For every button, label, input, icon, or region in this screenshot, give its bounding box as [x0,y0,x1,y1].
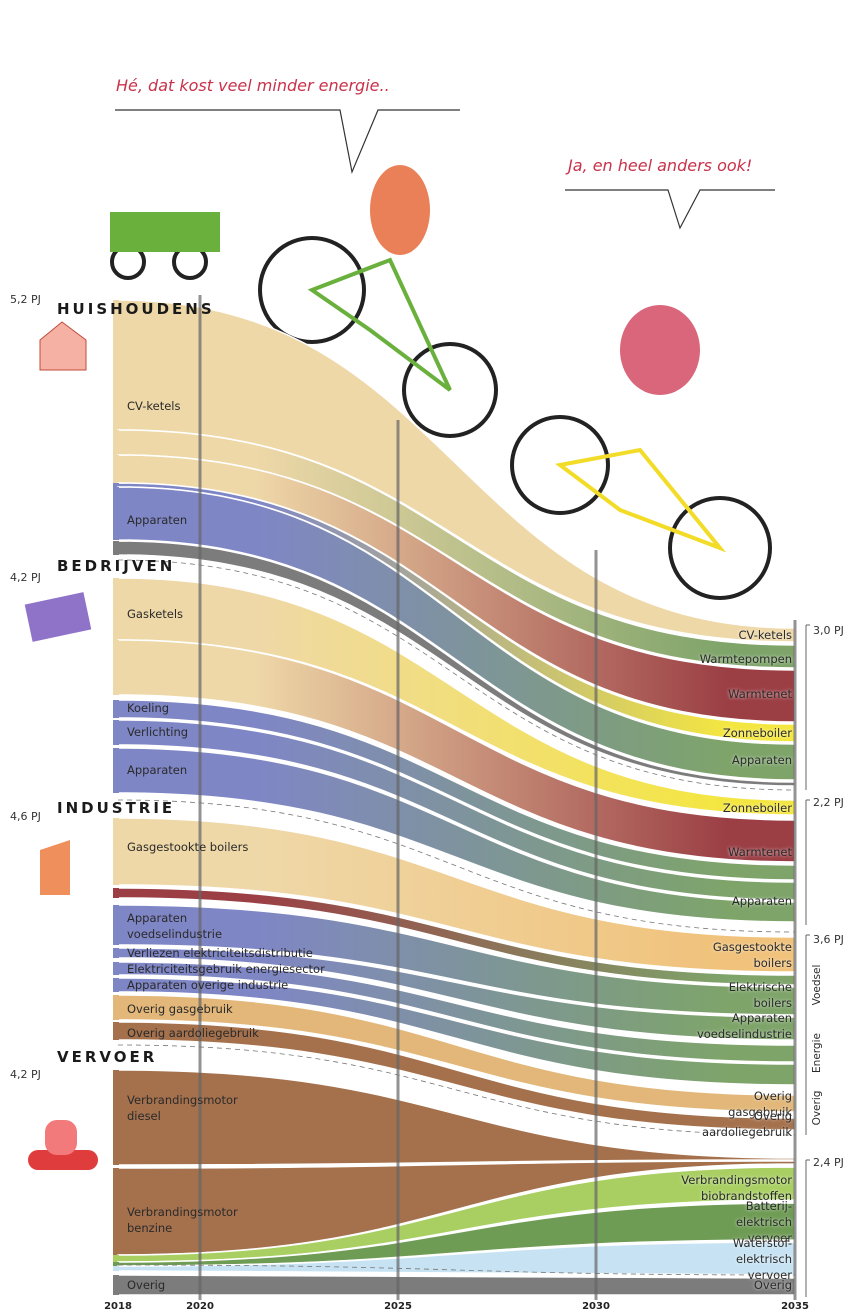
group-label: Voedsel [809,965,825,1006]
left-label: Verbrandingsmotor benzine [127,1204,238,1236]
left-stack-segment [113,818,119,885]
left-label: Koeling [127,700,169,716]
left-label: Overig gasgebruik [127,1001,233,1017]
year-label: 2035 [781,1299,809,1315]
right-label: Apparaten [732,893,792,909]
year-label: 2030 [582,1299,610,1315]
sector-title: BEDRIJVEN [57,558,175,574]
left-label: Overig [127,1277,165,1293]
left-label: Verbrandingsmotor diesel [127,1092,238,1124]
left-stack-segment [113,1275,119,1295]
total-bracket [806,800,810,925]
left-stack-segment [113,1168,119,1255]
flow-band [118,1275,795,1295]
left-label: Apparaten [127,512,187,528]
right-label: Overig [754,1277,792,1293]
left-stack-segment [113,700,119,718]
left-stack-segment [113,1070,119,1165]
total-bracket [806,625,810,790]
left-label: Verliezen elektriciteitsdistributie [127,945,313,961]
left-stack-segment [113,455,119,483]
left-label: Gasgestookte boilers [127,839,248,855]
start-total: 4,2 PJ [10,1067,41,1083]
left-label: Elektriciteitsgebruik energiesector [127,961,325,977]
group-label: Energie [809,1033,825,1073]
end-total: 3,0 PJ [813,623,844,639]
left-label: Verlichting [127,724,188,740]
left-stack-segment [113,1022,119,1040]
speech-text: Hé, dat kost veel minder energie.. [116,78,390,94]
left-stack-segment [113,541,119,555]
left-stack-segment [113,748,119,793]
left-stack-segment [113,578,119,640]
left-stack-segment [113,948,119,958]
speech-bubble [565,190,775,228]
left-stack-segment [113,720,119,745]
start-total: 4,6 PJ [10,809,41,825]
speech-text: Ja, en heel anders ook! [568,158,752,174]
left-stack-segment [113,1266,119,1271]
right-label: Gasgestookte boilers [713,939,792,971]
right-label: Warmtepompen [700,651,792,667]
left-label: Overig aardoliegebruik [127,1025,259,1041]
year-label: 2018 [104,1299,132,1315]
left-label: CV-ketels [127,398,180,414]
end-total: 3,6 PJ [813,932,844,948]
left-stack-segment [113,430,119,455]
total-bracket [806,1160,810,1297]
start-total: 5,2 PJ [10,292,41,308]
right-label: Zonneboiler [723,800,792,816]
left-stack-segment [113,1255,119,1262]
start-total: 4,2 PJ [10,570,41,586]
right-label: Overig aardoliegebruik [702,1108,792,1140]
right-label: Apparaten [732,752,792,768]
sector-title: HUISHOUDENS [57,301,215,317]
left-label: Apparaten overige industrie [127,977,288,993]
sector-title: VERVOER [57,1049,157,1065]
right-label: Waterstof-elektrisch vervoer [733,1235,792,1283]
left-stack-segment [113,888,119,898]
sector-title: INDUSTRIE [57,800,175,816]
right-label: Warmtenet [728,686,792,702]
year-label: 2020 [186,1299,214,1315]
left-label: Apparaten [127,762,187,778]
left-stack-segment [113,962,119,975]
right-label: Zonneboiler [723,725,792,741]
speech-bubble [115,110,460,172]
end-total: 2,2 PJ [813,795,844,811]
left-stack-segment [113,487,119,540]
infographic: Hé, dat kost veel minder energie.. Ja, en… [0,0,846,1315]
left-label: Apparaten voedselindustrie [127,910,222,942]
group-label: Overig [809,1091,825,1126]
right-label: Elektrische boilers [729,979,792,1011]
year-label: 2025 [384,1299,412,1315]
left-label: Gasketels [127,606,183,622]
left-stack-segment [113,978,119,992]
left-stack-segment [113,300,119,430]
left-stack-segment [113,905,119,945]
end-total: 2,4 PJ [813,1155,844,1171]
left-stack-segment [113,995,119,1020]
right-label: Apparaten voedselindustrie [697,1010,792,1042]
right-label: Warmtenet [728,844,792,860]
right-label: CV-ketels [739,627,792,643]
left-stack-segment [113,640,119,695]
